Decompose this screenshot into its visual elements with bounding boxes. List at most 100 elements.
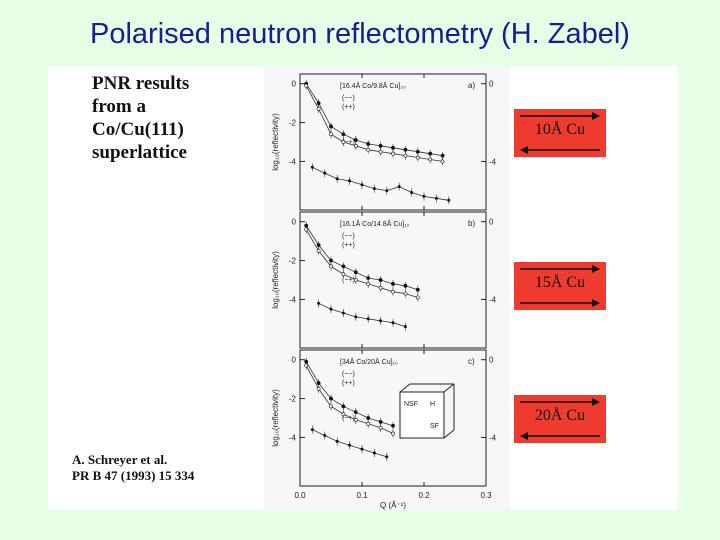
series-line bbox=[305, 85, 443, 162]
data-point bbox=[440, 153, 445, 158]
y-tick-label: -4 bbox=[489, 157, 497, 166]
data-point bbox=[304, 227, 309, 232]
legend-entry: (−+) bbox=[342, 277, 355, 284]
data-point bbox=[440, 159, 445, 164]
caption-line: from a bbox=[92, 96, 146, 117]
magnetization-arrows-icon bbox=[520, 112, 600, 154]
data-point bbox=[391, 321, 395, 325]
data-point bbox=[378, 419, 383, 424]
data-point bbox=[353, 138, 358, 142]
data-point bbox=[403, 147, 408, 152]
data-point bbox=[385, 189, 389, 193]
data-point bbox=[341, 404, 346, 409]
data-point bbox=[391, 281, 395, 286]
data-point bbox=[317, 301, 321, 305]
magnetization-arrows-icon bbox=[520, 398, 600, 440]
data-point bbox=[379, 319, 383, 323]
data-point bbox=[341, 412, 346, 417]
cu-spacer-label: 10Å Cu bbox=[534, 121, 586, 138]
data-point bbox=[329, 396, 333, 401]
data-point bbox=[391, 431, 395, 436]
data-point bbox=[353, 278, 358, 282]
series-line bbox=[312, 166, 449, 201]
arrow-head bbox=[592, 398, 600, 406]
data-point bbox=[391, 423, 395, 428]
data-point bbox=[329, 264, 333, 269]
data-point bbox=[372, 451, 376, 455]
citation-line: A. Schreyer et al. bbox=[72, 452, 168, 467]
y-tick-label: 0 bbox=[489, 356, 494, 365]
data-point bbox=[378, 149, 383, 154]
caption-line: Co/Cu(111) bbox=[92, 119, 184, 140]
citation-line: PR B 47 (1993) 15 334 bbox=[72, 468, 195, 483]
y-tick-label: -4 bbox=[489, 433, 497, 442]
data-point bbox=[316, 248, 321, 253]
data-point bbox=[391, 151, 395, 156]
arrow-head bbox=[592, 299, 600, 307]
data-point bbox=[360, 447, 364, 451]
data-point bbox=[415, 149, 420, 154]
cu-spacer-label: 15Å Cu bbox=[534, 274, 586, 291]
data-point bbox=[403, 325, 407, 329]
arrow-head bbox=[520, 432, 528, 440]
data-point bbox=[353, 143, 358, 148]
data-point bbox=[304, 363, 309, 368]
inset-edge bbox=[443, 429, 455, 439]
y-tick-label: -4 bbox=[289, 157, 297, 166]
data-point bbox=[366, 276, 371, 280]
y-axis-label: log₁₀(reflectivity) bbox=[271, 251, 280, 309]
data-point bbox=[360, 183, 364, 187]
x-tick-label: 0.3 bbox=[480, 491, 492, 500]
data-point bbox=[447, 198, 451, 202]
data-point bbox=[428, 157, 433, 162]
inset-edge bbox=[443, 383, 455, 393]
data-point bbox=[304, 83, 309, 88]
data-point bbox=[428, 151, 433, 156]
series-line bbox=[318, 302, 406, 327]
x-tick-label: 0.0 bbox=[294, 491, 306, 500]
series-line bbox=[305, 365, 394, 434]
figure-caption: PNR results from a Co/Cu(111) superlatti… bbox=[92, 72, 189, 164]
data-point bbox=[366, 421, 371, 426]
data-point bbox=[415, 287, 420, 292]
data-point bbox=[434, 196, 438, 200]
data-point bbox=[310, 428, 314, 432]
plot-frame bbox=[299, 211, 487, 349]
y-tick-label: -2 bbox=[289, 119, 297, 128]
y-axis-label: log₁₀(reflectivity) bbox=[271, 113, 280, 171]
data-point bbox=[341, 264, 346, 269]
series-line bbox=[305, 229, 418, 298]
arrow-head bbox=[520, 146, 528, 154]
data-point bbox=[348, 179, 352, 183]
slide-title: Polarised neutron reflectometry (H. Zabe… bbox=[90, 18, 630, 50]
y-tick-label: 0 bbox=[292, 80, 297, 89]
plot-frame bbox=[299, 349, 487, 487]
y-tick-label: 0 bbox=[489, 218, 494, 227]
sample-label: [34Å Co/20Å Cu]₁₀ bbox=[340, 357, 398, 366]
data-point bbox=[341, 132, 346, 137]
x-axis-label: Q (Å⁻¹) bbox=[380, 501, 406, 510]
data-point bbox=[366, 317, 370, 321]
legend-entry: (++) bbox=[342, 242, 355, 249]
data-point bbox=[310, 165, 314, 169]
series-line bbox=[305, 225, 418, 291]
y-tick-label: 0 bbox=[292, 218, 297, 227]
data-point bbox=[366, 281, 371, 286]
data-point bbox=[391, 289, 395, 294]
y-tick-label: -4 bbox=[489, 295, 497, 304]
data-point bbox=[335, 439, 339, 443]
data-point bbox=[329, 258, 333, 263]
inset-label: SF bbox=[430, 423, 439, 430]
data-point bbox=[378, 425, 383, 430]
data-point bbox=[366, 416, 371, 420]
data-point bbox=[316, 243, 321, 247]
data-point bbox=[316, 386, 321, 391]
data-point bbox=[348, 443, 352, 447]
x-tick-label: 0.1 bbox=[356, 491, 368, 500]
data-point bbox=[403, 153, 408, 158]
series-line bbox=[305, 83, 443, 156]
legend-entry: (++) bbox=[342, 380, 355, 387]
data-point bbox=[323, 171, 327, 175]
data-point bbox=[378, 143, 383, 148]
y-tick-label: 0 bbox=[489, 80, 494, 89]
